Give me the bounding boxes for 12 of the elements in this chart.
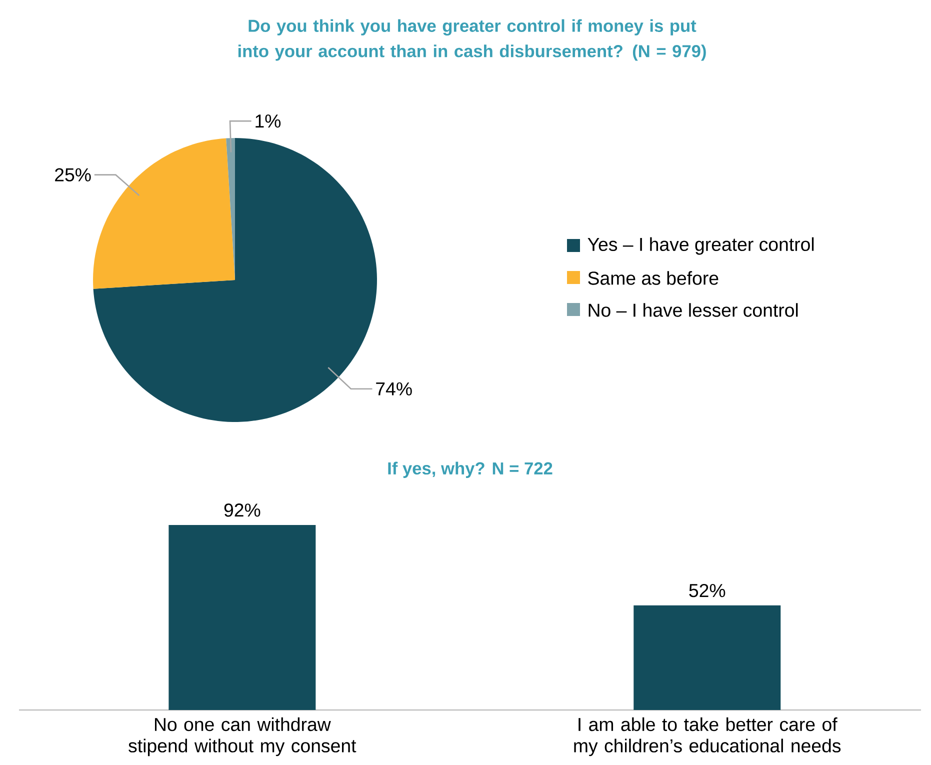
data-label: 92%: [224, 504, 260, 517]
data-label: 52%: [689, 584, 726, 598]
legend-label: Same as before: [588, 271, 718, 285]
legend-label: Yes – I have greater control: [588, 237, 814, 255]
x-tick-label: No one can withdraw stipend without my consent: [128, 717, 356, 756]
data-label: 1%: [256, 114, 281, 128]
legend-label: No – I have lesser control: [588, 303, 798, 317]
x-tick-label: I am able to take better care of my children’s educational needs: [574, 717, 841, 756]
data-label: 74%: [376, 382, 412, 396]
chart-title: If yes, why? N = 722: [388, 462, 552, 478]
data-label: 25%: [55, 168, 91, 182]
chart-title: Do you think you have greater control if money is put into your account than in cash disbursement? (N = 979): [238, 19, 706, 61]
